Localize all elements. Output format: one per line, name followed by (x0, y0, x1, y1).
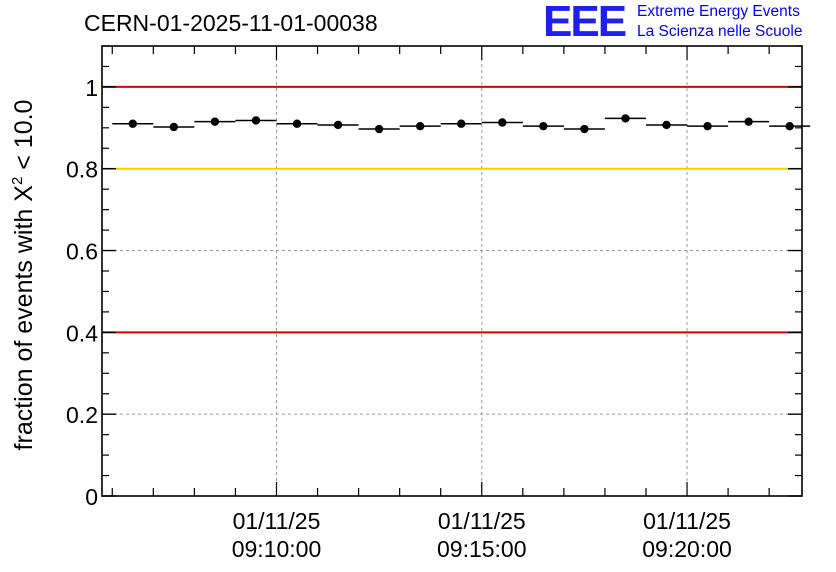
y-tick-label: 1 (85, 75, 98, 101)
data-point (128, 119, 137, 128)
data-point (415, 121, 425, 131)
reference-lines (102, 85, 802, 334)
data-point (498, 118, 507, 127)
y-tick-label: 0.8 (66, 157, 98, 183)
x-tick-label-time: 09:10:00 (232, 536, 322, 562)
logo-line-1: Extreme Energy Events (637, 3, 800, 20)
data-point (580, 124, 589, 134)
data-layer (112, 114, 811, 134)
data-point (457, 119, 466, 128)
data-point (662, 120, 671, 130)
data-point (210, 117, 220, 126)
eee-logo: EEE (543, 0, 627, 46)
axis-layer: 00.20.40.60.8101/11/2509:10:0001/11/2509… (66, 45, 802, 562)
data-point (744, 117, 753, 126)
y-axis-label-main: fraction of events with X (10, 185, 38, 451)
x-tick-label-date: 01/11/25 (643, 508, 731, 534)
data-point (169, 122, 179, 132)
x-tick-label-date: 01/11/25 (233, 508, 321, 534)
data-point (621, 114, 630, 123)
y-tick-label: 0.6 (66, 239, 98, 265)
x-tick-label-time: 09:20:00 (642, 536, 732, 562)
chart-title: CERN-01-2025-11-01-00038 (84, 10, 378, 36)
logo-line-2: La Scienza nelle Scuole (637, 23, 803, 40)
y-tick-label: 0 (85, 484, 98, 510)
y-axis-label: fraction of events with X2 < 10.0 (9, 100, 38, 451)
y-tick-label: 0.4 (66, 320, 98, 346)
y-axis-label-sup: 2 (9, 177, 26, 185)
x-tick-label-time: 09:15:00 (437, 536, 527, 562)
y-tick-label: 0.2 (66, 402, 98, 428)
data-point (785, 121, 794, 131)
data-point (703, 121, 712, 131)
x-tick-label-date: 01/11/25 (438, 508, 526, 534)
data-point (333, 120, 343, 130)
grid-layer (102, 46, 802, 497)
data-point (292, 119, 302, 128)
data-point (251, 116, 261, 125)
data-point (539, 121, 548, 131)
y-axis-label-tail: < 10.0 (10, 100, 38, 177)
plot-frame (101, 45, 803, 497)
data-point (374, 124, 384, 134)
